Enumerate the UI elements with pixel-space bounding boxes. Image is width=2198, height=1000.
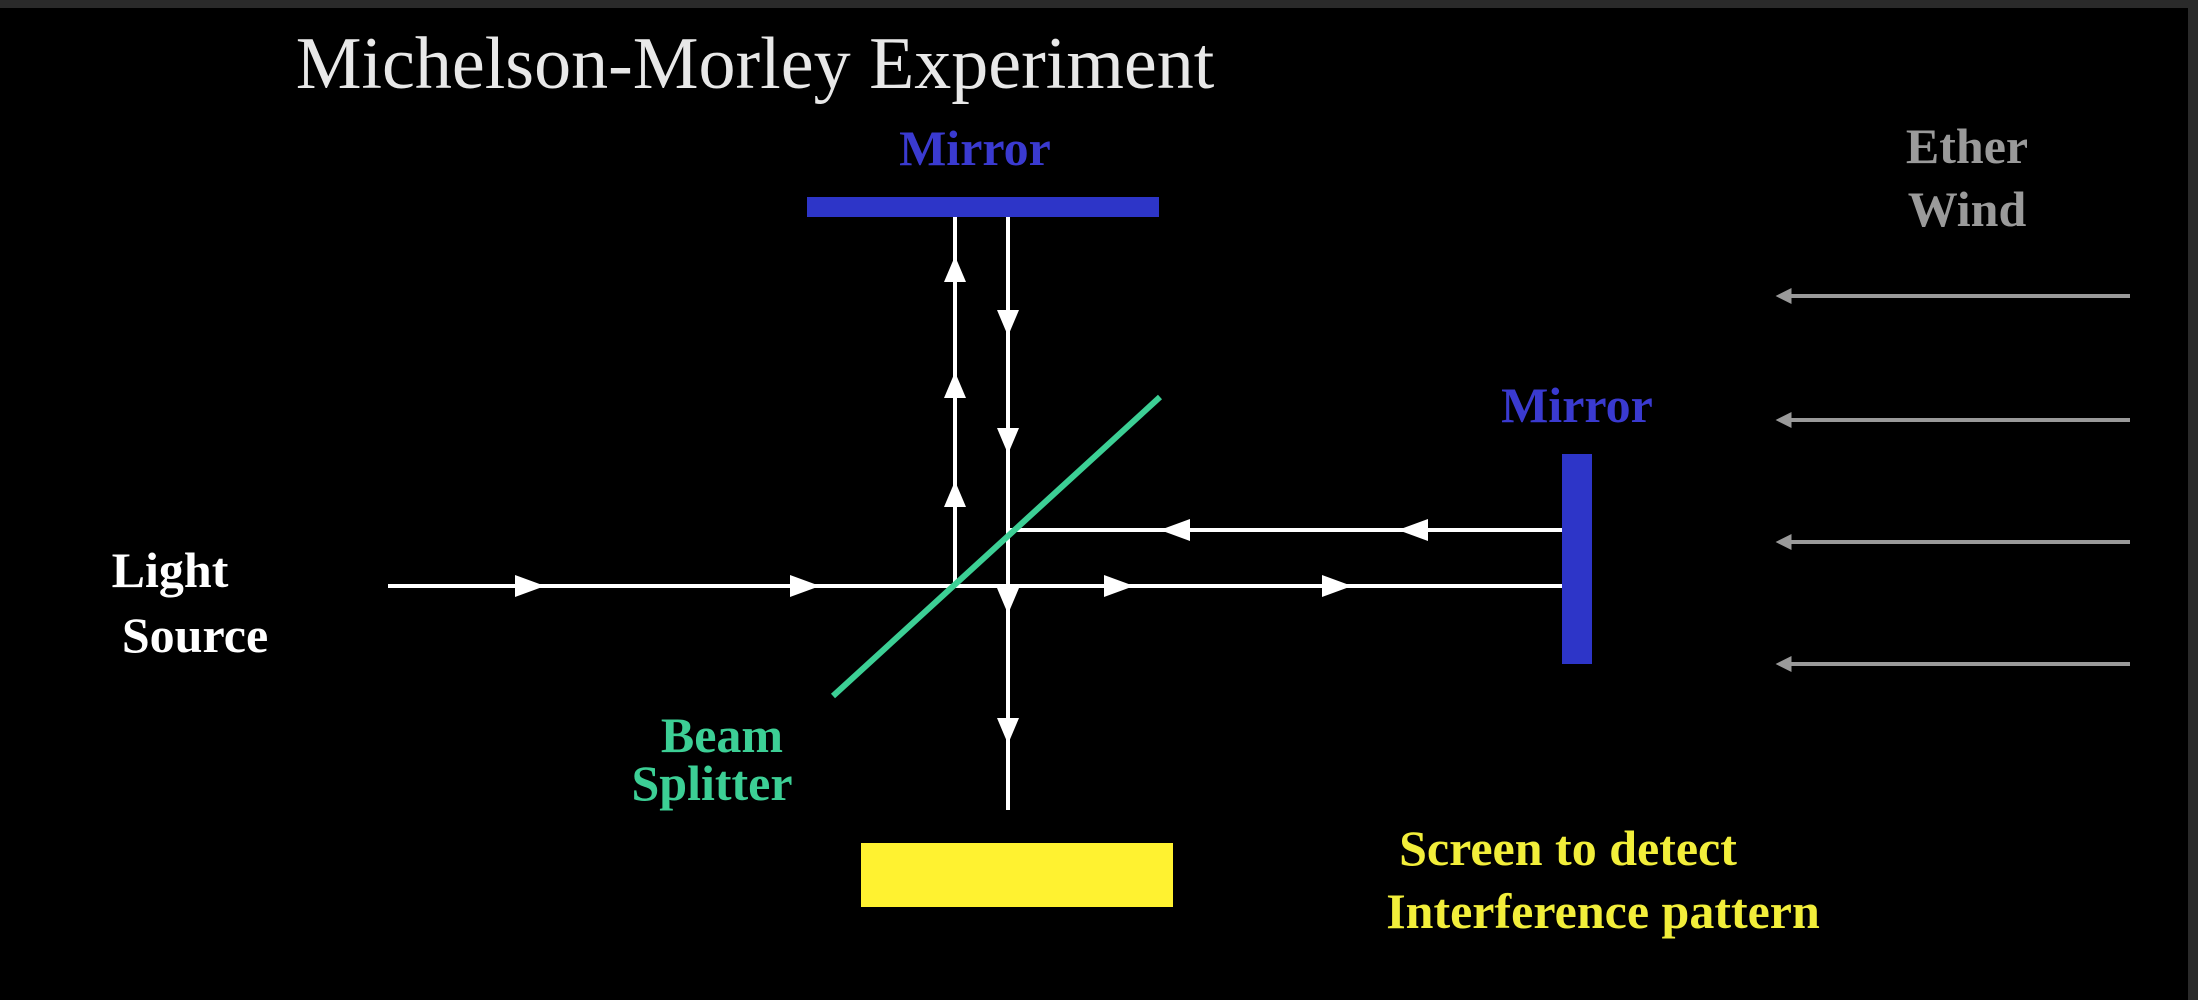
light-source-label-line2: Source [122, 607, 268, 663]
light-beams [388, 217, 1562, 810]
ether-wind-label-line2: Wind [1908, 181, 2027, 237]
beam-splitter [830, 394, 1163, 699]
arrow-left [1398, 519, 1428, 541]
arrow-left [1160, 519, 1190, 541]
arrow-down [997, 718, 1019, 744]
ether-wind-label-line1: Ether [1906, 118, 2028, 174]
light-source-label-line1: Light [112, 542, 229, 598]
arrow-up [944, 372, 966, 398]
beam-splitter-label-line2: Splitter [631, 755, 792, 811]
arrow-down [997, 428, 1019, 454]
frame-border-right [2188, 0, 2198, 1000]
top-mirror [807, 197, 1159, 217]
frame-border-top [0, 0, 2198, 8]
arrow-up [944, 481, 966, 507]
arrow-down [997, 588, 1019, 614]
right-mirror [1562, 454, 1592, 664]
arrow-right [790, 575, 820, 597]
arrow-down [997, 310, 1019, 336]
beam-arrowheads [515, 256, 1428, 744]
page-title: Michelson-Morley Experiment [296, 23, 1215, 105]
arrow-right [515, 575, 545, 597]
top-mirror-label: Mirror [899, 120, 1051, 176]
arrow-right [1322, 575, 1352, 597]
ether-wind-arrows [1775, 288, 2130, 672]
screen-label-line1: Screen to detect [1399, 820, 1737, 876]
arrow-up [944, 256, 966, 282]
detection-screen [861, 843, 1173, 907]
right-mirror-label: Mirror [1501, 377, 1653, 433]
beam-splitter-label-line1: Beam [661, 707, 783, 763]
arrow-right [1104, 575, 1134, 597]
screen-label-line2: Interference pattern [1386, 883, 1820, 939]
